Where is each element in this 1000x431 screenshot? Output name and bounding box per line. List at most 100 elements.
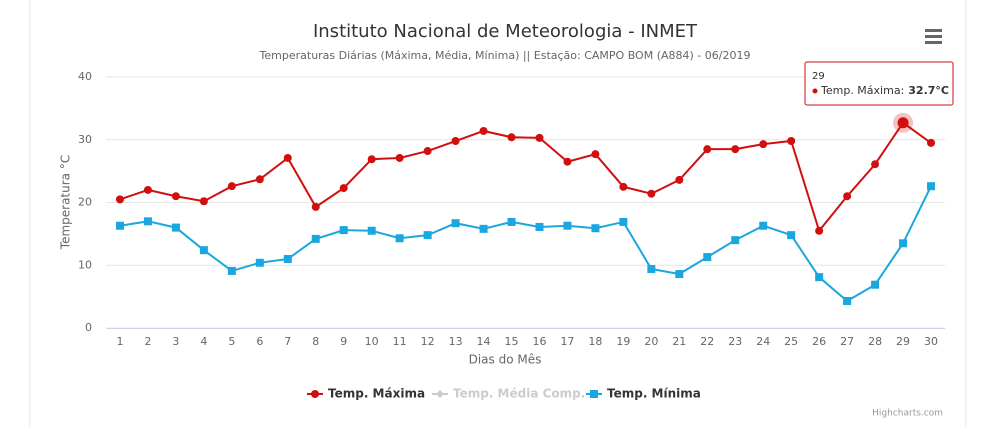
square-marker[interactable] xyxy=(590,390,598,398)
square-marker[interactable] xyxy=(843,297,852,306)
x-tick-label: 22 xyxy=(700,335,714,348)
legend-item[interactable]: Temp. Média Comp. xyxy=(432,387,585,401)
menu-bar[interactable] xyxy=(925,41,942,44)
square-marker[interactable] xyxy=(899,239,908,248)
diamond-marker[interactable] xyxy=(436,390,444,398)
x-tick-label: 10 xyxy=(365,335,379,348)
circle-marker[interactable] xyxy=(871,160,880,169)
x-axis-title: Dias do Mês xyxy=(469,353,542,367)
x-tick-label: 6 xyxy=(256,335,263,348)
square-marker[interactable] xyxy=(227,266,236,275)
tooltip-dot xyxy=(812,88,818,94)
circle-marker[interactable] xyxy=(703,145,712,154)
x-tick-label: 21 xyxy=(672,335,686,348)
circle-marker[interactable] xyxy=(787,137,796,146)
series-line xyxy=(119,121,932,233)
legend-label[interactable]: Temp. Média Comp. xyxy=(453,387,585,401)
square-marker[interactable] xyxy=(787,231,796,240)
square-marker[interactable] xyxy=(535,222,544,231)
square-marker[interactable] xyxy=(367,226,376,235)
legend-item[interactable]: Temp. Mínima xyxy=(586,387,701,401)
x-tick-label: 4 xyxy=(200,335,207,348)
circle-marker[interactable] xyxy=(199,197,208,206)
circle-marker[interactable] xyxy=(171,192,180,201)
square-marker[interactable] xyxy=(703,253,712,262)
circle-marker[interactable] xyxy=(897,117,909,129)
square-marker[interactable] xyxy=(759,221,768,230)
square-marker[interactable] xyxy=(171,223,180,232)
square-marker[interactable] xyxy=(311,234,320,243)
square-marker[interactable] xyxy=(479,224,488,233)
circle-marker[interactable] xyxy=(535,133,544,142)
tooltip-value: 32.7°C xyxy=(908,84,949,97)
circle-marker[interactable] xyxy=(927,138,936,147)
x-tick-label: 30 xyxy=(924,335,938,348)
square-marker[interactable] xyxy=(423,231,432,240)
x-tick-label: 20 xyxy=(644,335,658,348)
square-marker[interactable] xyxy=(255,258,264,267)
square-marker[interactable] xyxy=(115,221,124,230)
circle-marker[interactable] xyxy=(311,390,319,398)
legend-item[interactable]: Temp. Máxima xyxy=(307,387,425,401)
square-marker[interactable] xyxy=(591,224,600,233)
legend-label[interactable]: Temp. Máxima xyxy=(328,387,425,401)
circle-marker[interactable] xyxy=(815,226,824,235)
x-tick-label: 29 xyxy=(896,335,910,348)
circle-marker[interactable] xyxy=(591,150,600,159)
square-marker[interactable] xyxy=(927,182,936,191)
chart-subtitle: Temperaturas Diárias (Máxima, Média, Mín… xyxy=(259,49,751,62)
x-tick-label: 19 xyxy=(616,335,630,348)
circle-marker[interactable] xyxy=(843,192,852,201)
circle-marker[interactable] xyxy=(619,182,628,191)
square-marker[interactable] xyxy=(675,270,684,279)
square-marker[interactable] xyxy=(339,226,348,235)
square-marker[interactable] xyxy=(815,273,824,282)
circle-marker[interactable] xyxy=(507,133,516,142)
circle-marker[interactable] xyxy=(143,185,152,194)
circle-marker[interactable] xyxy=(479,126,488,135)
square-marker[interactable] xyxy=(199,246,208,255)
square-marker[interactable] xyxy=(507,217,516,226)
circle-marker[interactable] xyxy=(311,202,320,211)
x-tick-label: 3 xyxy=(172,335,179,348)
circle-marker[interactable] xyxy=(451,137,460,146)
x-tick-label: 12 xyxy=(421,335,435,348)
square-marker[interactable] xyxy=(731,236,740,245)
square-marker[interactable] xyxy=(143,217,152,226)
x-tick-label: 9 xyxy=(340,335,347,348)
circle-marker[interactable] xyxy=(255,175,264,184)
circle-marker[interactable] xyxy=(395,153,404,162)
circle-marker[interactable] xyxy=(759,140,768,149)
square-marker[interactable] xyxy=(395,234,404,243)
square-marker[interactable] xyxy=(563,221,572,230)
circle-marker[interactable] xyxy=(227,182,236,191)
circle-marker[interactable] xyxy=(563,157,572,166)
x-tick-label: 8 xyxy=(312,335,319,348)
circle-marker[interactable] xyxy=(675,175,684,184)
circle-marker[interactable] xyxy=(115,195,124,204)
circle-marker[interactable] xyxy=(423,147,432,156)
x-tick-label: 26 xyxy=(812,335,826,348)
circle-marker[interactable] xyxy=(367,155,376,164)
square-marker[interactable] xyxy=(871,280,880,289)
chart-title: Instituto Nacional de Meteorologia - INM… xyxy=(313,21,698,42)
tooltip-header: 29 xyxy=(812,71,825,82)
credits[interactable]: Highcharts.com xyxy=(872,409,943,419)
menu-button[interactable] xyxy=(925,29,942,44)
square-marker[interactable] xyxy=(451,219,460,228)
circle-marker[interactable] xyxy=(283,153,292,162)
circle-marker[interactable] xyxy=(731,145,740,154)
y-tick-label: 0 xyxy=(85,321,92,334)
x-tick-label: 2 xyxy=(144,335,151,348)
circle-marker[interactable] xyxy=(339,184,348,193)
legend-label[interactable]: Temp. Mínima xyxy=(607,387,701,401)
menu-bar[interactable] xyxy=(925,35,942,38)
square-marker[interactable] xyxy=(619,217,628,226)
circle-marker[interactable] xyxy=(647,189,656,198)
x-tick-label: 28 xyxy=(868,335,882,348)
x-tick-label: 1 xyxy=(116,335,123,348)
square-marker[interactable] xyxy=(647,265,656,274)
square-marker[interactable] xyxy=(283,254,292,263)
menu-bar[interactable] xyxy=(925,29,942,32)
tooltip-box xyxy=(804,61,954,106)
